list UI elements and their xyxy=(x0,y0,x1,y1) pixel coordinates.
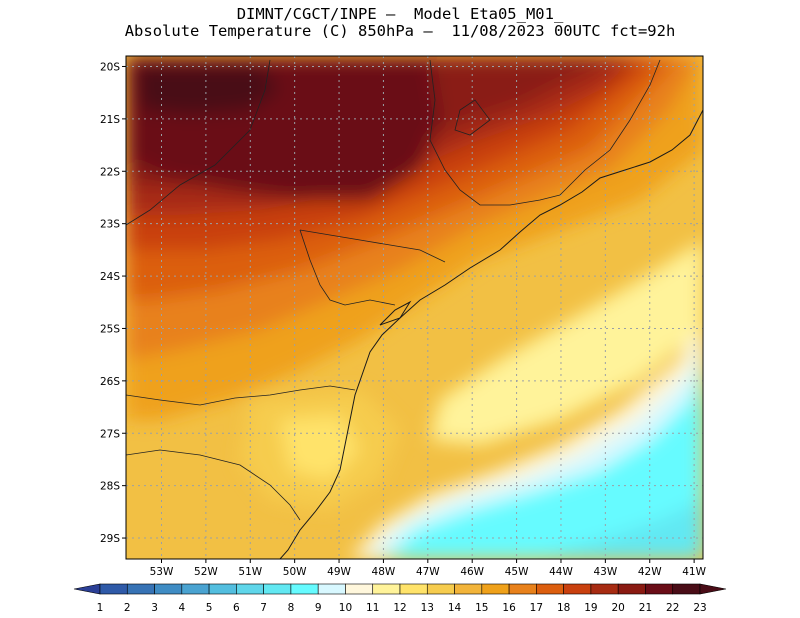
colorbar-label: 4 xyxy=(178,602,185,614)
lat-label: 25S xyxy=(100,323,120,335)
lon-label: 43W xyxy=(593,566,617,578)
colorbar-labels: 1 2 3 4 5 6 7 8 9 10 11 12 13 14 15 16 17 18 19 20 21 22 23 xyxy=(97,602,707,614)
colorbar-label: 6 xyxy=(233,602,240,614)
lon-label: 45W xyxy=(505,566,529,578)
lon-label: 53W xyxy=(150,566,174,578)
lon-label: 52W xyxy=(194,566,218,578)
colorbar-label: 18 xyxy=(557,602,570,614)
lon-label: 41W xyxy=(682,566,706,578)
colorbar-box xyxy=(563,583,592,595)
lon-label: 47W xyxy=(416,566,440,578)
lon-label: 49W xyxy=(327,566,351,578)
colorbar-box xyxy=(590,583,619,595)
colorbar-label: 13 xyxy=(421,602,434,614)
longitude-labels: 53W 52W 51W 50W 49W 48W 47W 46W 45W 44W 43W 42W 41W xyxy=(150,559,707,578)
colorbar-label: 14 xyxy=(448,602,462,614)
colorbar-arrow-right xyxy=(699,583,727,595)
lon-label: 46W xyxy=(460,566,484,578)
lat-label: 21S xyxy=(100,114,120,126)
colorbar-box xyxy=(672,583,701,595)
lon-label: 42W xyxy=(638,566,662,578)
colorbar-label: 21 xyxy=(639,602,652,614)
colorbar-box xyxy=(645,583,674,595)
colorbar-box xyxy=(617,583,646,595)
colorbar-box xyxy=(99,583,128,595)
colorbar-label: 2 xyxy=(124,602,131,614)
colorbar-label: 15 xyxy=(475,602,488,614)
lat-label: 24S xyxy=(100,271,120,283)
colorbar-box xyxy=(345,583,374,595)
lon-label: 44W xyxy=(549,566,573,578)
colorbar-box xyxy=(372,583,401,595)
title-line-2: Absolute Temperature (C) 850hPa – 11/08/… xyxy=(124,22,676,40)
colorbar-box xyxy=(263,583,292,595)
colorbar-box xyxy=(154,583,183,595)
colorbar-label: 17 xyxy=(530,602,543,614)
colorbar-label: 20 xyxy=(611,602,624,614)
colorbar-label: 7 xyxy=(260,602,267,614)
colorbar-label: 19 xyxy=(584,602,597,614)
colorbar xyxy=(73,583,727,595)
lon-label: 50W xyxy=(283,566,307,578)
colorbar-label: 8 xyxy=(288,602,295,614)
lat-label: 27S xyxy=(100,428,120,440)
latitude-labels: 20S 21S 22S 23S 24S 25S 26S 27S 28S 29S xyxy=(100,61,126,545)
colorbar-box xyxy=(126,583,155,595)
state-borders xyxy=(126,59,661,521)
lat-label: 29S xyxy=(100,533,120,545)
colorbar-label: 12 xyxy=(393,602,406,614)
colorbar-label: 9 xyxy=(315,602,322,614)
lat-label: 20S xyxy=(100,61,120,73)
colorbar-box xyxy=(317,583,346,595)
colorbar-box xyxy=(508,583,537,595)
temperature-field xyxy=(126,56,703,559)
colorbar-box xyxy=(536,583,564,595)
colorbar-box xyxy=(290,583,319,595)
colorbar-label: 10 xyxy=(339,602,352,614)
map-frame xyxy=(125,55,704,560)
colorbar-label: 23 xyxy=(693,602,706,614)
colorbar-arrow-left xyxy=(73,583,101,595)
colorbar-box xyxy=(454,583,483,595)
colorbar-label: 1 xyxy=(97,602,104,614)
colorbar-label: 22 xyxy=(666,602,679,614)
colorbar-box xyxy=(208,583,237,595)
lat-lon-grid xyxy=(126,56,703,559)
colorbar-label: 16 xyxy=(502,602,516,614)
colorbar-box xyxy=(481,583,510,595)
colorbar-box xyxy=(181,583,210,595)
chart-title: DIMNT/CGCT/INPE – Model Eta05_M01_ Absol… xyxy=(0,6,800,40)
lat-label: 23S xyxy=(100,219,120,231)
colorbar-box xyxy=(399,583,428,595)
lat-label: 28S xyxy=(100,481,120,493)
colorbar-box xyxy=(236,583,264,595)
colorbar-label: 3 xyxy=(151,602,158,614)
coastline xyxy=(279,109,703,559)
lat-label: 22S xyxy=(100,166,120,178)
lon-label: 51W xyxy=(238,566,262,578)
title-line-1: DIMNT/CGCT/INPE – Model Eta05_M01_ xyxy=(236,5,564,23)
colorbar-label: 11 xyxy=(366,602,379,614)
lat-label: 26S xyxy=(100,376,120,388)
colorbar-box xyxy=(426,583,455,595)
colorbar-label: 5 xyxy=(206,602,213,614)
lon-label: 48W xyxy=(372,566,396,578)
